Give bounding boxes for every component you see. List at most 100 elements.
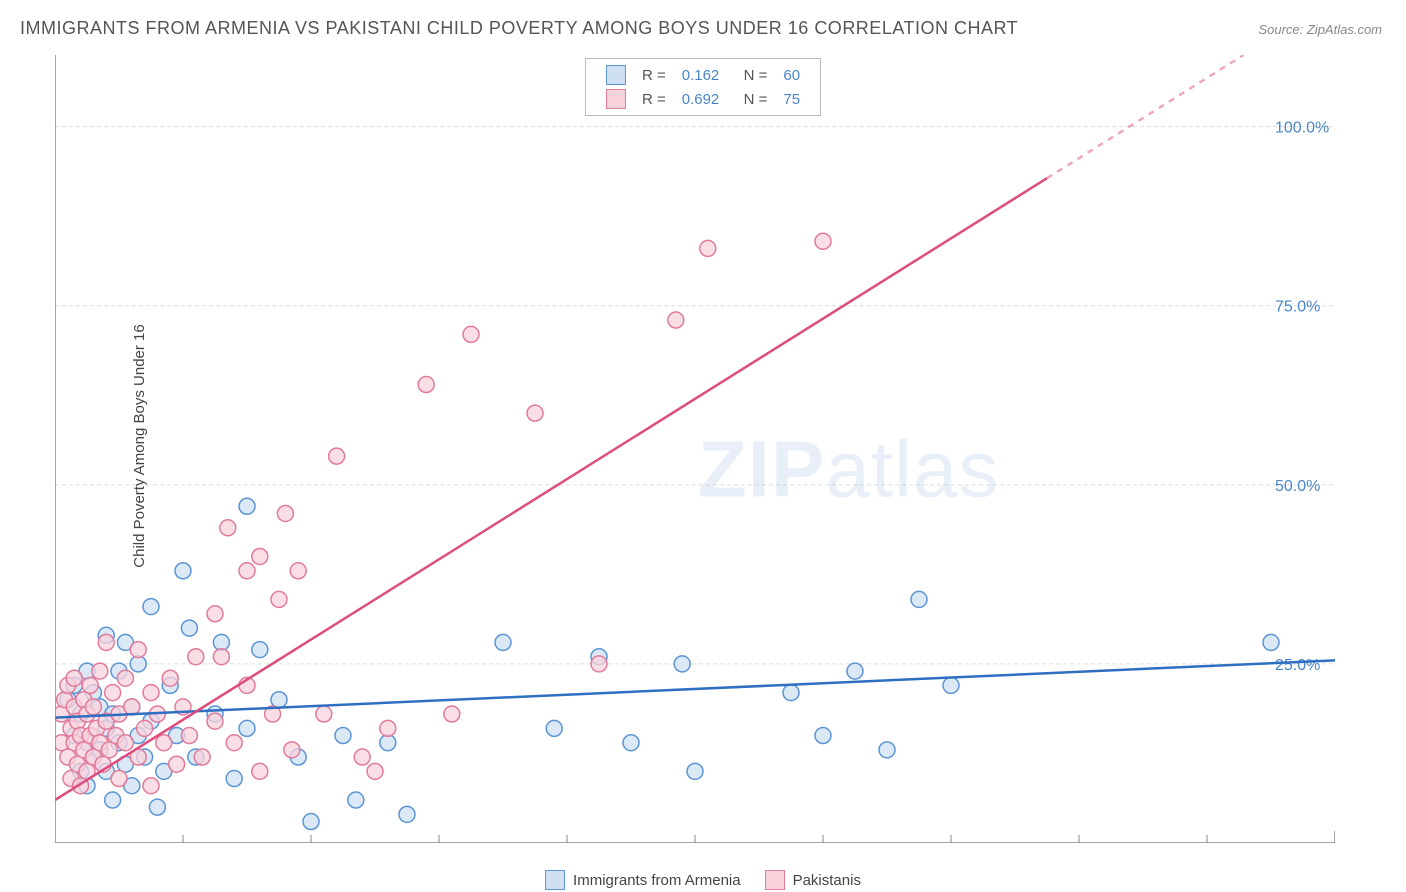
data-point xyxy=(117,735,133,751)
data-point xyxy=(213,649,229,665)
legend-item: Immigrants from Armenia xyxy=(545,870,741,890)
legend-n-label: N = xyxy=(727,87,775,111)
scatter-chart: 25.0%50.0%75.0%100.0%ZIPatlas0.0%20.0% xyxy=(55,55,1335,843)
data-point xyxy=(329,448,345,464)
data-point xyxy=(239,563,255,579)
data-point xyxy=(194,749,210,765)
data-point xyxy=(181,728,197,744)
data-point xyxy=(316,706,332,722)
data-point xyxy=(783,685,799,701)
chart-title: IMMIGRANTS FROM ARMENIA VS PAKISTANI CHI… xyxy=(20,18,1018,39)
data-point xyxy=(367,763,383,779)
data-point xyxy=(105,792,121,808)
data-point xyxy=(143,599,159,615)
data-point xyxy=(149,799,165,815)
data-point xyxy=(98,634,114,650)
data-point xyxy=(82,677,98,693)
data-point xyxy=(220,520,236,536)
data-point xyxy=(815,233,831,249)
data-point xyxy=(687,763,703,779)
data-point xyxy=(130,642,146,658)
legend-row: R =0.162 N =60 xyxy=(598,63,808,87)
data-point xyxy=(911,591,927,607)
legend-label: Immigrants from Armenia xyxy=(573,872,741,889)
data-point xyxy=(380,720,396,736)
data-point xyxy=(156,735,172,751)
legend-swatch xyxy=(606,65,626,85)
data-point xyxy=(143,685,159,701)
data-point xyxy=(354,749,370,765)
data-point xyxy=(444,706,460,722)
data-point xyxy=(348,792,364,808)
data-point xyxy=(181,620,197,636)
data-point xyxy=(284,742,300,758)
legend-r-value: 0.162 xyxy=(674,63,728,87)
data-point xyxy=(124,699,140,715)
legend-r-label: R = xyxy=(634,87,674,111)
data-point xyxy=(943,677,959,693)
data-point xyxy=(847,663,863,679)
data-point xyxy=(277,505,293,521)
data-point xyxy=(207,606,223,622)
legend-n-label: N = xyxy=(727,63,775,87)
data-point xyxy=(623,735,639,751)
data-point xyxy=(252,548,268,564)
y-tick-label: 50.0% xyxy=(1275,478,1320,495)
legend-swatch xyxy=(545,870,565,890)
data-point xyxy=(143,778,159,794)
data-point xyxy=(105,685,121,701)
data-point xyxy=(111,771,127,787)
data-point xyxy=(239,720,255,736)
data-point xyxy=(226,771,242,787)
data-point xyxy=(137,720,153,736)
legend-label: Pakistanis xyxy=(793,872,861,889)
source-label: Source: ZipAtlas.com xyxy=(1258,22,1382,37)
legend-r-value: 0.692 xyxy=(674,87,728,111)
data-point xyxy=(1263,634,1279,650)
data-point xyxy=(546,720,562,736)
data-point xyxy=(879,742,895,758)
data-point xyxy=(335,728,351,744)
correlation-legend: R =0.162 N =60R =0.692 N =75 xyxy=(585,58,821,116)
data-point xyxy=(92,663,108,679)
legend-swatch xyxy=(765,870,785,890)
data-point xyxy=(252,642,268,658)
data-point xyxy=(591,656,607,672)
legend-swatch xyxy=(606,89,626,109)
data-point xyxy=(85,699,101,715)
y-tick-label: 100.0% xyxy=(1275,120,1329,137)
data-point xyxy=(495,634,511,650)
data-point xyxy=(239,498,255,514)
data-point xyxy=(674,656,690,672)
data-point xyxy=(101,742,117,758)
data-point xyxy=(66,670,82,686)
data-point xyxy=(668,312,684,328)
data-point xyxy=(303,814,319,830)
data-point xyxy=(207,713,223,729)
legend-n-value: 75 xyxy=(775,87,808,111)
data-point xyxy=(271,692,287,708)
data-point xyxy=(175,563,191,579)
data-point xyxy=(271,591,287,607)
y-tick-label: 75.0% xyxy=(1275,299,1320,316)
watermark: ZIPatlas xyxy=(698,424,999,513)
data-point xyxy=(418,377,434,393)
data-point xyxy=(162,670,178,686)
data-point xyxy=(117,670,133,686)
series-legend: Immigrants from Armenia Pakistanis xyxy=(545,870,861,890)
data-point xyxy=(169,756,185,772)
data-point xyxy=(527,405,543,421)
data-point xyxy=(463,326,479,342)
legend-n-value: 60 xyxy=(775,63,808,87)
data-point xyxy=(399,806,415,822)
legend-row: R =0.692 N =75 xyxy=(598,87,808,111)
legend-r-label: R = xyxy=(634,63,674,87)
data-point xyxy=(290,563,306,579)
data-point xyxy=(226,735,242,751)
data-point xyxy=(815,728,831,744)
data-point xyxy=(700,240,716,256)
data-point xyxy=(252,763,268,779)
trend-line-dashed xyxy=(1047,55,1244,178)
y-tick-label: 25.0% xyxy=(1275,657,1320,674)
legend-item: Pakistanis xyxy=(765,870,861,890)
